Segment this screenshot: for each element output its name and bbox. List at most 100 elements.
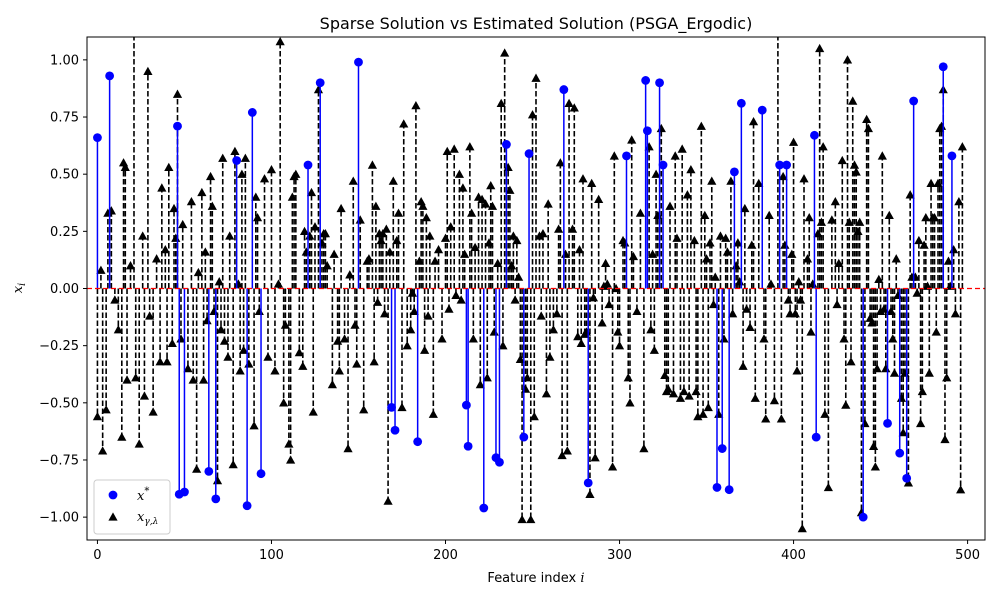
legend-box (93, 479, 171, 535)
sparse-marker (909, 96, 919, 106)
estimated-marker (134, 439, 144, 448)
estimated-marker (703, 402, 713, 412)
estimated-marker (162, 357, 172, 366)
estimated-marker (776, 414, 786, 423)
estimated-marker (874, 274, 884, 284)
x-tick-label: 0 (93, 548, 101, 563)
estimated-marker (728, 309, 738, 318)
estimated-marker (602, 279, 612, 288)
estimated-marker (252, 213, 263, 222)
estimated-marker (764, 210, 774, 220)
estimated-marker (903, 478, 914, 487)
estimated-marker (531, 73, 541, 82)
sparse-marker (180, 487, 189, 497)
estimated-marker (480, 199, 491, 208)
estimated-marker (266, 165, 277, 174)
x-axis-label: Feature index i (487, 571, 584, 586)
estimated-marker (352, 359, 362, 368)
estimated-marker (609, 151, 619, 160)
estimated-marker (270, 366, 280, 375)
estimated-marker (218, 153, 228, 162)
estimated-marker (548, 325, 559, 334)
sparse-marker (247, 108, 257, 117)
estimated-marker (914, 235, 924, 245)
x-tick-label: 100 (259, 548, 284, 563)
estimated-marker (555, 158, 565, 167)
estimated-marker (870, 462, 880, 471)
estimated-marker (587, 178, 597, 188)
estimated-marker (677, 144, 687, 153)
estimated-marker (381, 224, 391, 233)
estimated-marker (924, 368, 934, 377)
estimated-marker (750, 393, 760, 402)
estimated-marker (527, 110, 538, 119)
sparse-marker (303, 160, 313, 170)
estimated-marker (96, 265, 106, 274)
estimated-marker (449, 144, 459, 153)
estimated-marker (131, 373, 141, 382)
estimated-marker (110, 295, 120, 304)
y-tick-label: 1.00 (50, 53, 79, 68)
estimated-marker (280, 320, 290, 329)
estimated-marker (557, 450, 567, 460)
estimated-marker (406, 325, 416, 334)
estimated-marker (336, 203, 346, 213)
estimated-marker (863, 123, 873, 133)
estimated-marker (954, 197, 964, 206)
estimated-marker (164, 162, 174, 172)
estimated-marker (569, 103, 579, 112)
estimated-marker (207, 201, 217, 210)
sparse-marker (502, 140, 511, 149)
sparse-marker (810, 130, 819, 140)
estimated-marker (710, 272, 720, 281)
estimated-marker (399, 119, 409, 128)
estimated-marker (505, 185, 515, 194)
estimated-marker (508, 231, 518, 240)
estimated-marker (841, 400, 851, 409)
estimated-marker (169, 203, 179, 213)
estimated-marker (291, 169, 301, 178)
estimated-marker (891, 254, 901, 263)
estimated-marker (334, 366, 344, 375)
sparse-marker (902, 473, 912, 483)
estimated-marker (916, 418, 926, 428)
estimated-marker (407, 288, 418, 297)
estimated-marker (766, 279, 776, 288)
estimated-marker (738, 361, 748, 370)
estimated-marker (820, 409, 830, 418)
x-tick-label: 300 (607, 548, 632, 563)
y-tick-label: −0.25 (39, 339, 79, 354)
estimated-marker (792, 366, 802, 375)
sparse-marker (315, 78, 325, 88)
estimated-marker (848, 96, 858, 105)
estimated-marker (942, 373, 952, 382)
estimated-marker (522, 373, 532, 382)
sparse-marker (390, 425, 400, 435)
estimated-marker (333, 336, 343, 345)
estimated-marker (889, 368, 900, 377)
estimated-marker (541, 389, 552, 398)
estimated-marker (740, 203, 750, 213)
estimated-marker (251, 192, 261, 201)
estimated-marker (193, 267, 203, 277)
estimated-marker (788, 137, 799, 146)
estimated-marker (830, 197, 840, 206)
estimated-marker (827, 215, 837, 224)
estimated-marker (197, 187, 207, 197)
estimated-marker (477, 194, 487, 204)
sparse-marker (479, 503, 489, 513)
legend-sparse-marker (108, 490, 118, 500)
estimated-marker (625, 398, 635, 407)
estimated-marker (101, 405, 111, 414)
estimated-marker (259, 174, 270, 183)
estimated-marker (607, 462, 618, 471)
estimated-marker (138, 231, 148, 240)
estimated-marker (564, 98, 574, 107)
sparse-marker (717, 444, 727, 453)
estimated-marker (538, 229, 548, 238)
estimated-marker (562, 446, 572, 455)
estimated-marker (933, 178, 943, 188)
sparse-marker (524, 149, 534, 159)
estimated-marker (628, 251, 639, 261)
